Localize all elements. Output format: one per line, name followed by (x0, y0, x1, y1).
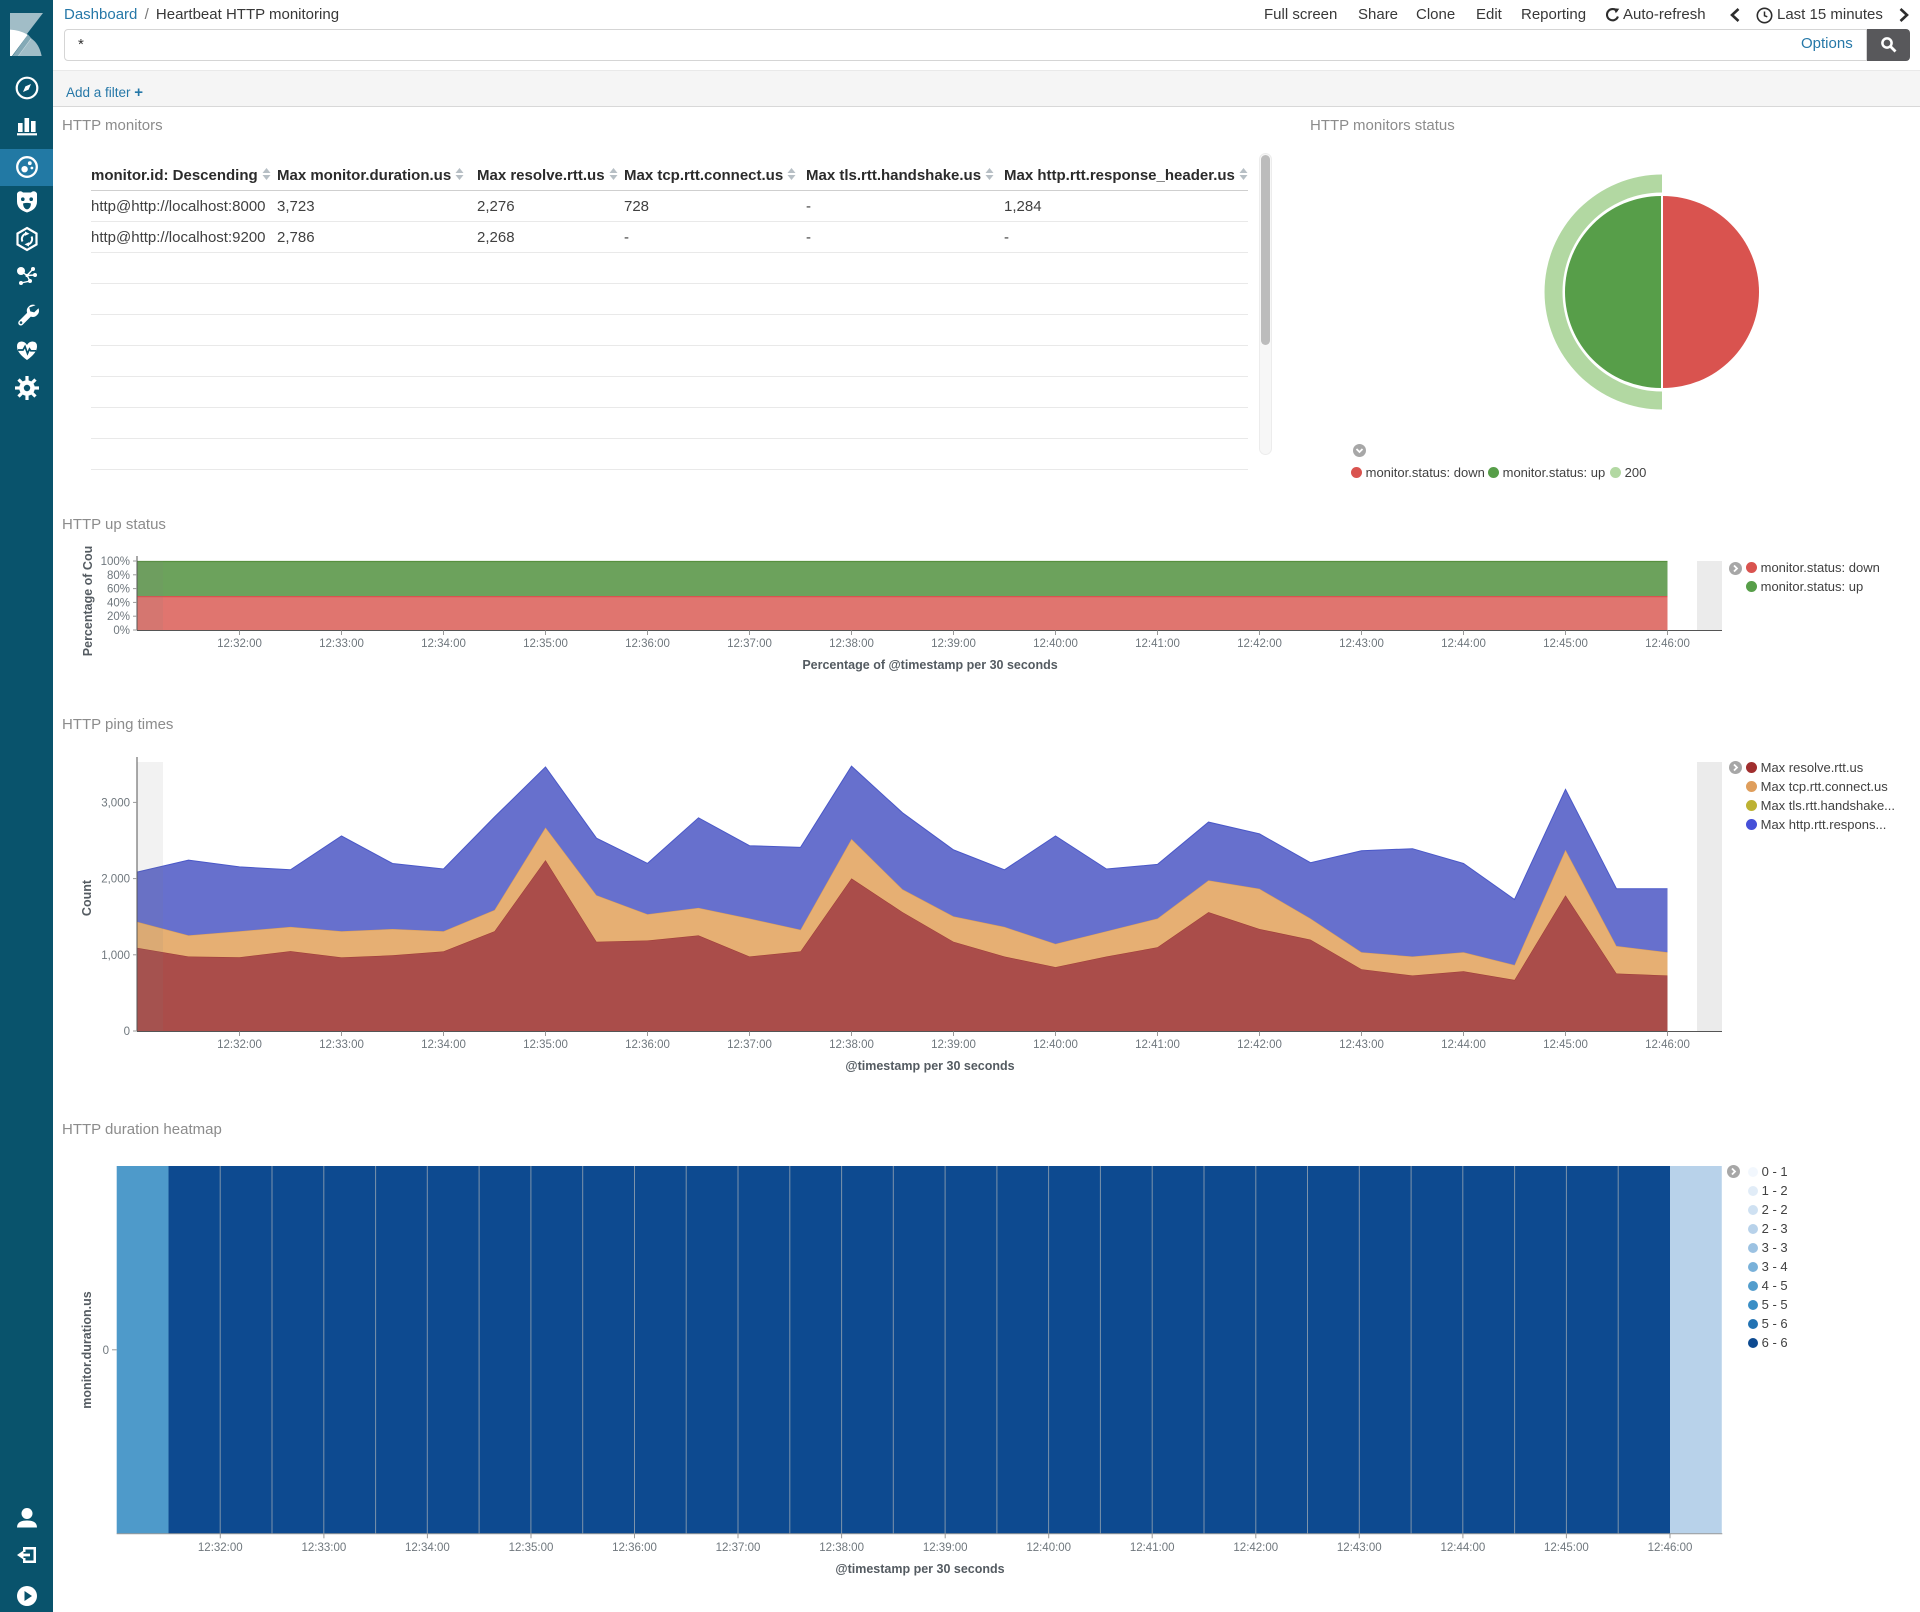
svg-text:12:33:00: 12:33:00 (319, 1039, 364, 1051)
svg-text:0%: 0% (113, 625, 130, 637)
svg-text:2,000: 2,000 (101, 874, 130, 886)
svg-text:0: 0 (103, 1345, 109, 1357)
svg-text:12:35:00: 12:35:00 (523, 1039, 568, 1051)
svg-text:12:41:00: 12:41:00 (1135, 638, 1180, 650)
svg-text:12:46:00: 12:46:00 (1645, 1039, 1690, 1051)
svg-text:12:32:00: 12:32:00 (217, 638, 262, 650)
svg-text:20%: 20% (107, 611, 130, 623)
svg-text:12:40:00: 12:40:00 (1033, 1039, 1078, 1051)
svg-text:12:34:00: 12:34:00 (421, 1039, 466, 1051)
svg-text:12:44:00: 12:44:00 (1441, 638, 1486, 650)
svg-text:12:39:00: 12:39:00 (923, 1542, 968, 1554)
svg-text:Percentage of @timestamp per 3: Percentage of @timestamp per 30 seconds (802, 658, 1057, 672)
svg-text:1,000: 1,000 (101, 950, 130, 962)
svg-text:12:36:00: 12:36:00 (612, 1542, 657, 1554)
svg-text:12:41:00: 12:41:00 (1130, 1542, 1175, 1554)
svg-text:12:33:00: 12:33:00 (302, 1542, 347, 1554)
svg-text:12:36:00: 12:36:00 (625, 1039, 670, 1051)
svg-text:12:37:00: 12:37:00 (727, 1039, 772, 1051)
svg-text:3,000: 3,000 (101, 797, 130, 809)
svg-text:80%: 80% (107, 570, 130, 582)
svg-text:12:37:00: 12:37:00 (716, 1542, 761, 1554)
svg-text:12:38:00: 12:38:00 (819, 1542, 864, 1554)
svg-text:0: 0 (124, 1026, 130, 1038)
svg-text:12:34:00: 12:34:00 (421, 638, 466, 650)
svg-text:100%: 100% (101, 556, 130, 568)
svg-text:12:42:00: 12:42:00 (1237, 1039, 1282, 1051)
svg-text:@timestamp per 30 seconds: @timestamp per 30 seconds (845, 1059, 1014, 1073)
svg-text:12:43:00: 12:43:00 (1337, 1542, 1382, 1554)
svg-text:12:33:00: 12:33:00 (319, 638, 364, 650)
svg-text:12:42:00: 12:42:00 (1237, 638, 1282, 650)
svg-text:12:45:00: 12:45:00 (1543, 638, 1588, 650)
svg-text:12:39:00: 12:39:00 (931, 1039, 976, 1051)
svg-text:12:43:00: 12:43:00 (1339, 1039, 1384, 1051)
svg-text:12:42:00: 12:42:00 (1233, 1542, 1278, 1554)
svg-text:12:35:00: 12:35:00 (523, 638, 568, 650)
svg-text:12:45:00: 12:45:00 (1543, 1039, 1588, 1051)
svg-text:12:41:00: 12:41:00 (1135, 1039, 1180, 1051)
svg-text:12:44:00: 12:44:00 (1441, 1542, 1486, 1554)
svg-text:12:38:00: 12:38:00 (829, 1039, 874, 1051)
svg-text:12:37:00: 12:37:00 (727, 638, 772, 650)
svg-text:12:34:00: 12:34:00 (405, 1542, 450, 1554)
svg-text:12:43:00: 12:43:00 (1339, 638, 1384, 650)
svg-text:12:46:00: 12:46:00 (1648, 1542, 1693, 1554)
svg-text:@timestamp per 30 seconds: @timestamp per 30 seconds (835, 1562, 1004, 1576)
svg-text:12:40:00: 12:40:00 (1033, 638, 1078, 650)
svg-text:12:39:00: 12:39:00 (931, 638, 976, 650)
svg-text:12:40:00: 12:40:00 (1026, 1542, 1071, 1554)
svg-text:12:45:00: 12:45:00 (1544, 1542, 1589, 1554)
svg-text:12:38:00: 12:38:00 (829, 638, 874, 650)
svg-text:12:32:00: 12:32:00 (198, 1542, 243, 1554)
svg-text:40%: 40% (107, 597, 130, 609)
svg-text:12:46:00: 12:46:00 (1645, 638, 1690, 650)
svg-text:12:32:00: 12:32:00 (217, 1039, 262, 1051)
svg-text:12:44:00: 12:44:00 (1441, 1039, 1486, 1051)
svg-text:12:35:00: 12:35:00 (509, 1542, 554, 1554)
svg-text:60%: 60% (107, 584, 130, 596)
svg-text:12:36:00: 12:36:00 (625, 638, 670, 650)
